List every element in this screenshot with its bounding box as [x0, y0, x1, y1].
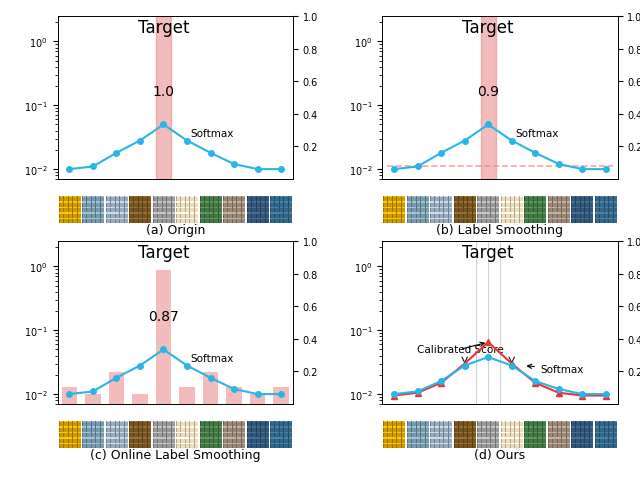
X-axis label: (a) Origin: (a) Origin — [145, 224, 205, 237]
Bar — [61, 387, 77, 484]
Bar — [476, 242, 500, 404]
Text: Target: Target — [138, 18, 189, 36]
Text: Softmax: Softmax — [191, 353, 234, 363]
Bar — [227, 387, 242, 484]
Text: Target: Target — [463, 18, 514, 36]
X-axis label: (c) Online Label Smoothing: (c) Online Label Smoothing — [90, 449, 260, 461]
Bar — [273, 387, 289, 484]
Bar — [109, 373, 124, 484]
Text: Target: Target — [138, 243, 189, 261]
Bar — [203, 373, 218, 484]
Bar — [132, 394, 148, 484]
Text: Target: Target — [463, 243, 514, 261]
Text: 0.87: 0.87 — [148, 309, 179, 323]
X-axis label: (b) Label Smoothing: (b) Label Smoothing — [436, 224, 563, 237]
Text: 1.0: 1.0 — [152, 85, 175, 99]
Bar — [179, 387, 195, 484]
Bar — [85, 394, 100, 484]
Text: 0.9: 0.9 — [477, 85, 499, 99]
Bar — [481, 17, 496, 180]
Bar — [250, 394, 265, 484]
X-axis label: (d) Ours: (d) Ours — [474, 449, 525, 461]
Text: Calibrated Score: Calibrated Score — [417, 343, 503, 355]
Text: Softmax: Softmax — [515, 129, 559, 138]
Bar — [156, 17, 171, 180]
Text: Softmax: Softmax — [191, 129, 234, 138]
Bar — [156, 271, 171, 484]
Text: Softmax: Softmax — [527, 364, 583, 375]
